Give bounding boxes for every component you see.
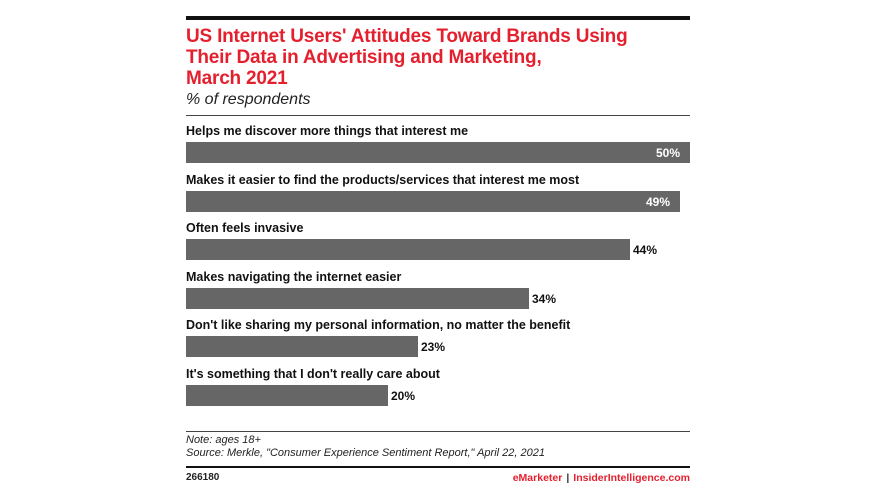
footer-rule: [186, 466, 690, 468]
chart-title: US Internet Users' Attitudes Toward Bran…: [186, 26, 690, 89]
chart-id: 266180: [186, 472, 220, 483]
category-label: Helps me discover more things that inter…: [186, 124, 469, 138]
bar: [186, 287, 529, 309]
category-label: Makes navigating the internet easier: [186, 269, 402, 284]
header-rule: [186, 115, 690, 116]
value-label: 23%: [421, 340, 446, 354]
value-label: 44%: [633, 243, 658, 257]
top-rule: [186, 16, 690, 20]
chart-card: US Internet Users' Attitudes Toward Bran…: [186, 16, 690, 416]
category-label: Don't like sharing my personal informati…: [186, 318, 571, 332]
title-line-1: US Internet Users' Attitudes Toward Bran…: [186, 26, 628, 47]
category-label: It's something that I don't really care …: [186, 366, 440, 381]
chart-subtitle: % of respondents: [186, 91, 311, 108]
title-line-2: Their Data in Advertising and Marketing,: [186, 47, 542, 68]
notes-rule: [186, 431, 690, 432]
footer-brand: eMarketer | InsiderIntelligence.com: [513, 472, 690, 484]
brand-site: InsiderIntelligence.com: [573, 472, 690, 484]
bar: [186, 384, 388, 406]
title-line-3: March 2021: [186, 68, 288, 89]
value-label: 49%: [646, 194, 671, 209]
bar: [186, 190, 680, 212]
category-label: Makes it easier to find the products/ser…: [186, 172, 580, 187]
footer-separator: |: [566, 472, 570, 484]
bar: [186, 142, 690, 163]
bar: [186, 239, 630, 260]
category-label: Often feels invasive: [186, 221, 304, 235]
source-text: Source: Merkle, "Consumer Experience Sen…: [186, 447, 545, 459]
bar: [186, 336, 418, 357]
bar-chart: Helps me discover more things that inter…: [186, 116, 690, 416]
note-text: Note: ages 18+: [186, 434, 261, 446]
value-label: 20%: [391, 388, 416, 403]
value-label: 34%: [532, 291, 557, 306]
value-label: 50%: [656, 146, 681, 160]
notes: Note: ages 18+ Source: Merkle, "Consumer…: [186, 434, 545, 460]
brand-name: eMarketer: [512, 472, 563, 484]
